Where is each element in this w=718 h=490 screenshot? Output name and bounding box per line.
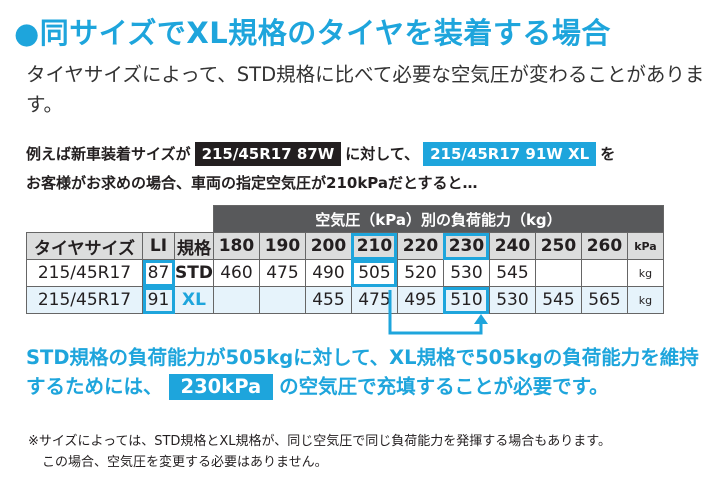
header-230: 230 (442, 232, 490, 260)
std-size-tag: 215/45R17 87W (194, 142, 342, 166)
header-size: タイヤサイズ (26, 232, 143, 260)
header-spec: 規格 (174, 232, 214, 260)
cell-value: 530 (488, 286, 536, 314)
footnote-line2: この場合、空気圧を変更する必要はありません。 (42, 455, 328, 470)
header-210: 210 (350, 232, 398, 260)
header-180: 180 (212, 232, 260, 260)
table-row-std: 215/45R17 87 STD 460 475 490 505 520 530… (26, 259, 664, 287)
cell-value-highlight: 505 (350, 259, 398, 287)
cell-size: 215/45R17 (26, 259, 143, 287)
result-text: STD規格の負荷能力が505kgに対して、XL規格で505kgの負荷能力を維持す… (26, 343, 706, 401)
example-line2: お客様がお求めの場合、車両の指定空気圧が210kPaだとすると… (26, 174, 478, 192)
cell-spec: XL (174, 286, 214, 314)
example-prefix: 例えば新車装着サイズが (26, 145, 191, 163)
cell-li: 91 (142, 286, 175, 314)
cell-value: 455 (304, 286, 352, 314)
page-title: ●同サイズでXL規格のタイヤを装着する場合 (14, 16, 611, 50)
example-text: 例えば新車装着サイズが 215/45R17 87W に対して、 215/45R17 9… (26, 140, 716, 198)
pressure-badge: 230kPa (168, 374, 274, 400)
footnote: ※サイズによっては、STD規格とXL規格が、同じ空気圧で同じ負荷能力を発揮する場… (28, 431, 708, 473)
cell-li: 87 (142, 259, 175, 287)
header-220: 220 (396, 232, 444, 260)
xl-size-tag: 215/45R17 91W XL (423, 142, 597, 166)
result-part1: STD規格の負荷能力が505kgに対して、XL規格で505kgの負荷能力を維持す… (26, 346, 699, 398)
cell-value: 490 (304, 259, 352, 287)
cell-spec: STD (174, 259, 214, 287)
header-190: 190 (258, 232, 306, 260)
cell-value-highlight: 510 (442, 286, 490, 314)
cell-value: 530 (442, 259, 490, 287)
cell-size: 215/45R17 (26, 286, 143, 314)
result-part2: の空気圧で充填することが必要です。 (279, 375, 609, 398)
cell-value: 460 (212, 259, 260, 287)
header-unit: kPa (626, 232, 664, 260)
header-li: LI (142, 232, 175, 260)
header-200: 200 (304, 232, 352, 260)
intro-text: タイヤサイズによって、STD規格に比べて必要な空気圧が変わることがあります。 (26, 63, 705, 116)
example-suffix: を (600, 145, 616, 163)
cell-value (212, 286, 260, 314)
load-capacity-table: 空気圧（kPa）別の負荷能力（kg） タイヤサイズ LI 規格 180 190 … (26, 205, 664, 314)
cell-value: 545 (488, 259, 536, 287)
example-middle: に対して、 (345, 145, 420, 163)
footnote-line1: ※サイズによっては、STD規格とXL規格が、同じ空気圧で同じ負荷能力を発揮する場… (28, 434, 611, 449)
header-250: 250 (534, 232, 582, 260)
table-header-row: タイヤサイズ LI 規格 180 190 200 210 220 230 240… (26, 232, 664, 260)
cell-unit: kg (626, 286, 664, 314)
cell-value: 495 (396, 286, 444, 314)
header-240: 240 (488, 232, 536, 260)
